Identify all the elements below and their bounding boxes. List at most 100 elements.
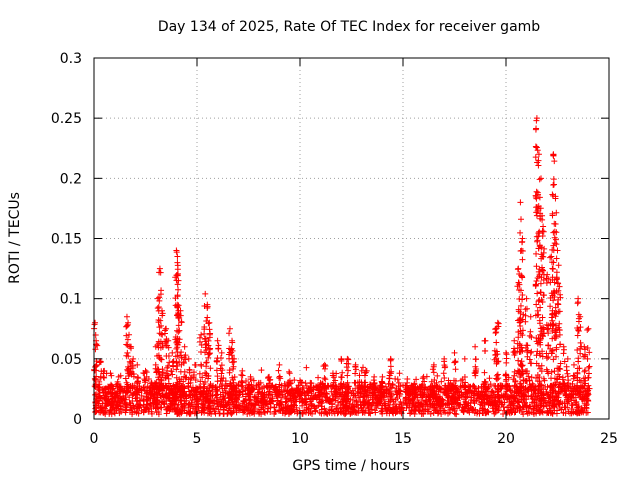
data-point xyxy=(226,367,233,374)
data-point xyxy=(202,378,209,385)
data-point xyxy=(451,349,458,356)
data-point xyxy=(551,403,558,410)
data-point xyxy=(111,410,118,417)
data-point xyxy=(154,403,161,410)
data-point xyxy=(207,380,214,387)
data-point xyxy=(575,299,582,306)
data-point xyxy=(134,361,141,368)
data-point xyxy=(548,375,555,382)
data-point xyxy=(557,360,564,367)
data-point xyxy=(352,408,359,415)
data-point xyxy=(229,339,236,346)
data-point xyxy=(438,378,445,385)
data-point xyxy=(123,406,130,413)
data-point xyxy=(99,407,106,414)
data-point xyxy=(162,382,169,389)
data-point xyxy=(515,357,522,364)
data-point xyxy=(434,383,441,390)
data-point xyxy=(338,409,345,416)
data-point xyxy=(535,151,542,158)
data-point xyxy=(162,325,169,332)
data-point xyxy=(178,319,185,326)
data-point xyxy=(97,358,104,365)
data-point xyxy=(214,394,221,401)
data-point xyxy=(342,407,349,414)
data-point xyxy=(100,370,107,377)
data-point xyxy=(512,395,519,402)
data-point xyxy=(577,339,584,346)
data-point xyxy=(338,380,345,387)
data-point xyxy=(136,404,143,411)
data-point xyxy=(306,388,313,395)
data-point xyxy=(476,410,483,417)
data-point xyxy=(303,364,310,371)
data-point xyxy=(341,398,348,405)
data-point xyxy=(550,259,557,266)
data-point xyxy=(519,327,526,334)
data-point xyxy=(127,345,134,352)
data-point xyxy=(276,381,283,388)
data-point xyxy=(445,377,452,384)
data-point xyxy=(352,392,359,399)
data-point xyxy=(536,382,543,389)
data-point xyxy=(421,407,428,414)
data-point xyxy=(405,397,412,404)
data-point xyxy=(153,400,160,407)
data-point xyxy=(192,388,199,395)
data-point xyxy=(219,385,226,392)
data-point xyxy=(188,399,195,406)
data-point xyxy=(171,406,178,413)
data-point xyxy=(206,319,213,326)
data-point xyxy=(175,328,182,335)
data-point xyxy=(158,356,165,363)
data-point xyxy=(472,363,479,370)
data-point xyxy=(406,404,413,411)
data-point xyxy=(503,359,510,366)
data-point xyxy=(555,388,562,395)
data-point xyxy=(250,377,257,384)
data-point xyxy=(107,407,114,414)
data-point xyxy=(248,409,255,416)
data-point xyxy=(177,312,184,319)
data-point xyxy=(212,383,219,390)
data-point xyxy=(239,372,246,379)
data-point xyxy=(91,367,98,374)
data-point xyxy=(581,343,588,350)
data-point xyxy=(174,405,181,412)
data-point xyxy=(533,117,540,124)
data-point xyxy=(565,398,572,405)
data-point xyxy=(585,382,592,389)
data-point xyxy=(235,405,242,412)
data-point xyxy=(209,384,216,391)
data-point xyxy=(349,401,356,408)
data-point xyxy=(282,393,289,400)
data-point xyxy=(307,409,314,416)
data-point xyxy=(586,349,593,356)
data-point xyxy=(494,319,501,326)
data-point xyxy=(584,397,591,404)
data-point xyxy=(297,379,304,386)
data-point xyxy=(248,381,255,388)
data-point xyxy=(308,380,315,387)
data-point xyxy=(131,382,138,389)
data-point xyxy=(313,394,320,401)
data-point xyxy=(492,382,499,389)
data-point xyxy=(585,364,592,371)
data-point xyxy=(435,385,442,392)
data-point xyxy=(107,390,114,397)
data-point xyxy=(338,373,345,380)
data-point xyxy=(168,367,175,374)
data-point xyxy=(214,388,221,395)
data-point xyxy=(143,404,150,411)
data-point xyxy=(158,380,165,387)
data-point xyxy=(311,393,318,400)
data-point xyxy=(230,363,237,370)
data-point xyxy=(267,376,274,383)
data-point xyxy=(115,380,122,387)
data-point xyxy=(461,374,468,381)
data-point xyxy=(231,384,238,391)
data-point xyxy=(175,322,182,329)
data-point xyxy=(519,292,526,299)
data-point xyxy=(540,400,547,407)
